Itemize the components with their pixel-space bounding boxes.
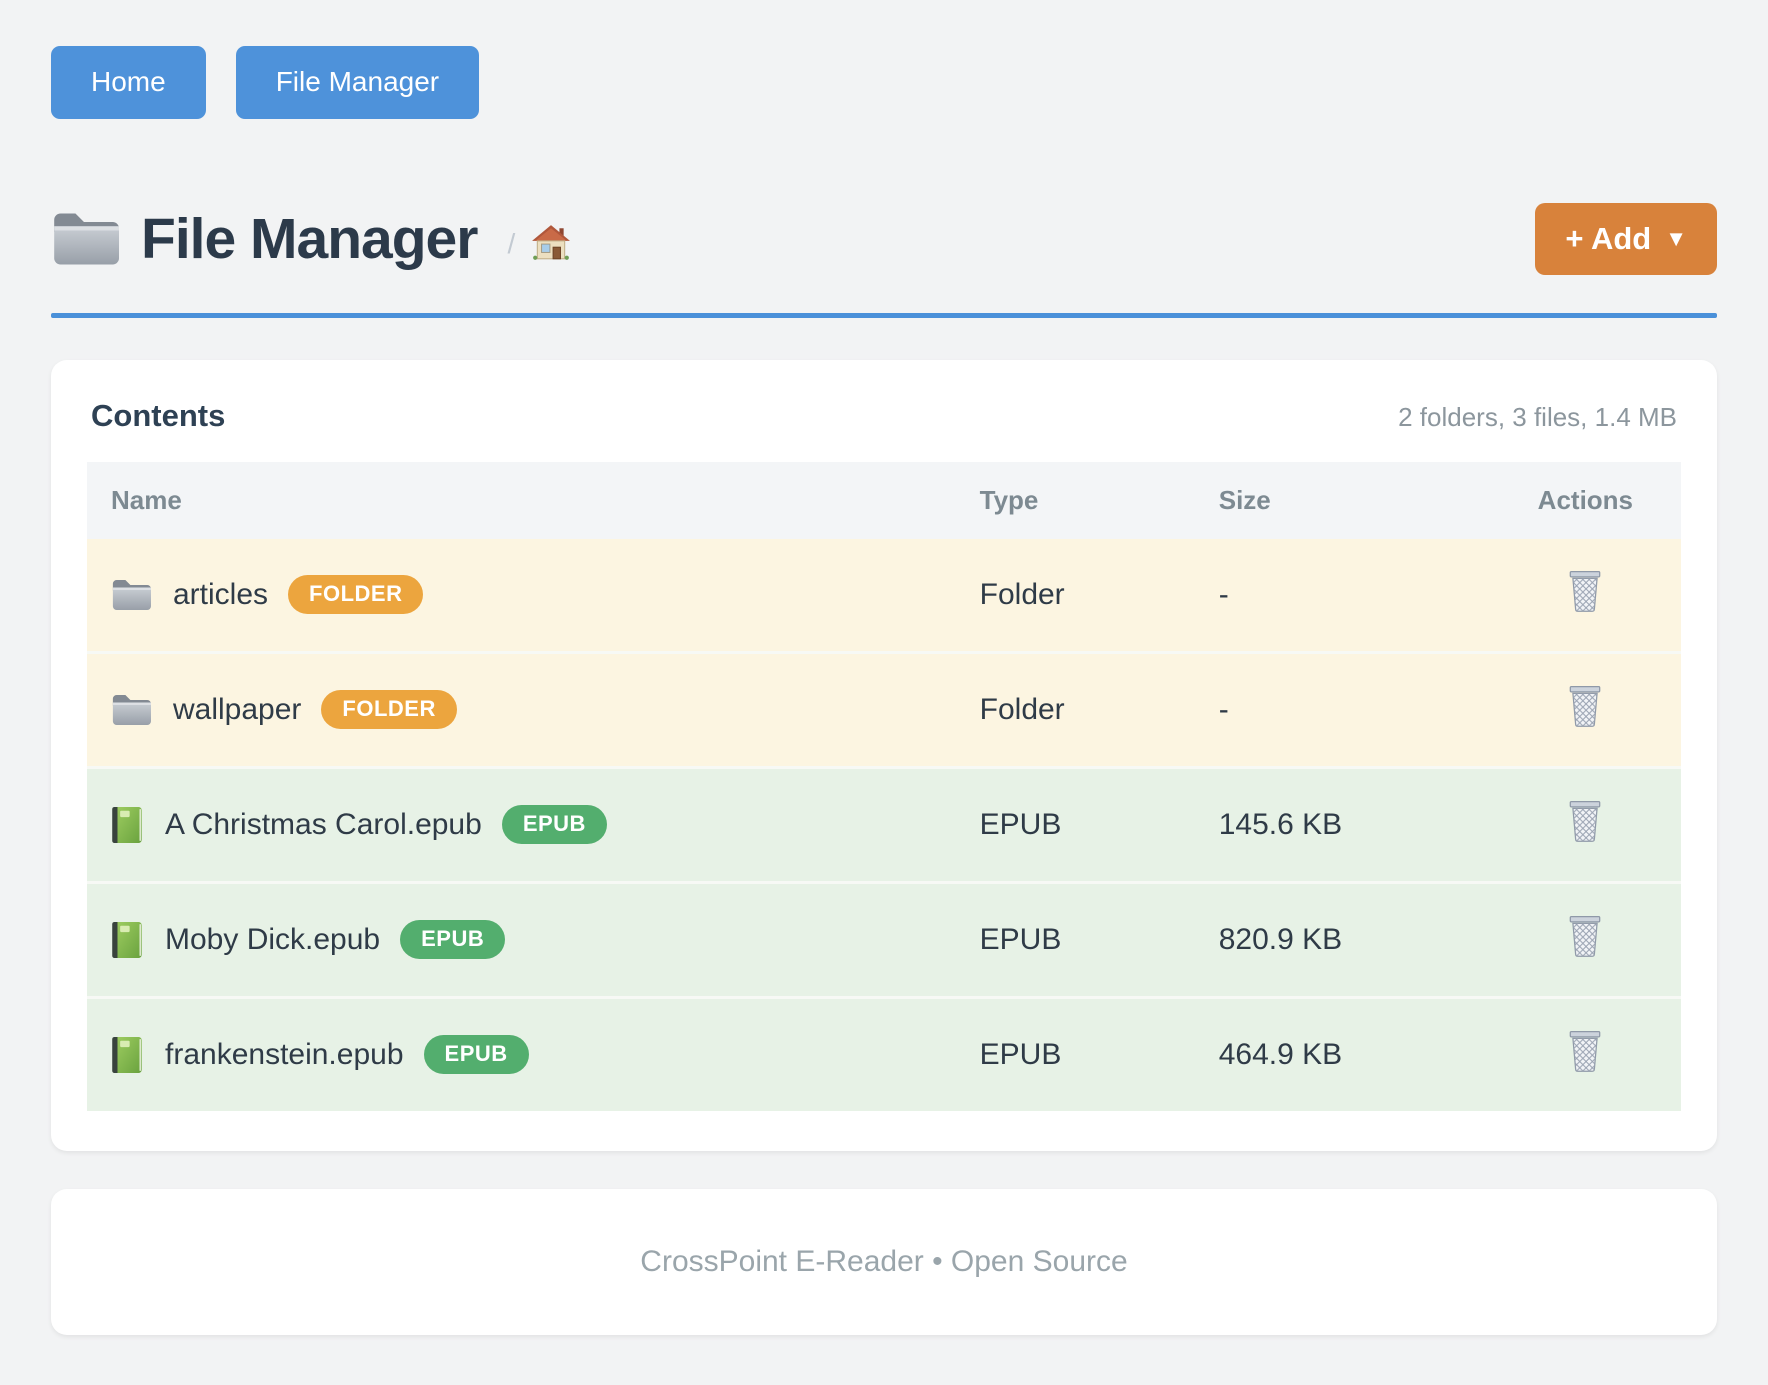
page-title: File Manager [141,206,478,271]
column-header-name: Name [87,461,980,539]
column-header-actions: Actions [1489,461,1681,539]
file-name[interactable]: A Christmas Carol.epub [165,807,482,841]
delete-button[interactable] [1567,685,1603,727]
file-name-cell: frankenstein.epub EPUB [87,1035,980,1075]
file-size: 464.9 KB [1218,995,1490,1111]
file-size: - [1218,538,1490,653]
file-name-cell: articles FOLDER [87,575,980,615]
nav-file-manager-button[interactable]: File Manager [235,46,480,119]
file-name-cell: wallpaper FOLDER [87,690,980,730]
add-button-label: + Add [1565,220,1652,256]
file-name[interactable]: frankenstein.epub [165,1037,404,1071]
file-type: Folder [979,650,1219,768]
footer-card: CrossPoint E-Reader • Open Source [51,1188,1717,1335]
caret-down-icon: ▼ [1665,225,1687,251]
type-badge: EPUB [400,920,506,960]
type-badge: EPUB [501,805,607,845]
file-name-cell: Moby Dick.epub EPUB [87,920,980,960]
file-type: EPUB [979,765,1219,883]
title-wrap: File Manager / [51,206,571,272]
column-header-size: Size [1218,461,1490,539]
trash-icon [1567,570,1603,612]
book-icon [111,921,143,959]
contents-summary: 2 folders, 3 files, 1.4 MB [1398,401,1677,432]
folder-icon [111,693,151,727]
file-name[interactable]: Moby Dick.epub [165,922,381,956]
folder-icon [111,578,151,612]
book-icon [111,806,143,844]
table-row[interactable]: A Christmas Carol.epub EPUB EPUB 145.6 K… [87,765,1681,883]
file-name[interactable]: wallpaper [173,692,302,726]
file-name-cell: A Christmas Carol.epub EPUB [87,805,980,845]
folder-icon [51,210,119,268]
trash-icon [1567,800,1603,842]
file-type: Folder [979,538,1219,653]
trash-icon [1567,1030,1603,1072]
table-header-row: Name Type Size Actions [87,461,1681,539]
delete-button[interactable] [1567,570,1603,612]
delete-button[interactable] [1567,915,1603,957]
contents-card: Contents 2 folders, 3 files, 1.4 MB Name… [51,359,1717,1151]
add-button[interactable]: + Add ▼ [1535,202,1717,275]
type-badge: FOLDER [288,575,424,615]
page-header: File Manager / + Add ▼ [51,202,1717,275]
file-size: - [1218,650,1490,768]
file-name[interactable]: articles [173,577,269,611]
top-nav: Home File Manager [51,46,1717,119]
file-type: EPUB [979,880,1219,998]
table-row[interactable]: wallpaper FOLDER Folder - [87,650,1681,768]
nav-home-button[interactable]: Home [51,46,206,119]
footer-text: CrossPoint E-Reader • Open Source [640,1244,1128,1278]
table-row[interactable]: articles FOLDER Folder - [87,538,1681,653]
column-header-type: Type [979,461,1219,539]
house-icon[interactable] [531,224,571,262]
delete-button[interactable] [1567,1030,1603,1072]
file-type: EPUB [979,995,1219,1111]
delete-button[interactable] [1567,800,1603,842]
trash-icon [1567,915,1603,957]
table-row[interactable]: Moby Dick.epub EPUB EPUB 820.9 KB [87,880,1681,998]
contents-card-header: Contents 2 folders, 3 files, 1.4 MB [87,398,1681,434]
type-badge: EPUB [423,1035,529,1075]
file-size: 145.6 KB [1218,765,1490,883]
files-table: Name Type Size Actions articles FOLDER F… [87,461,1681,1111]
table-row[interactable]: frankenstein.epub EPUB EPUB 464.9 KB [87,995,1681,1111]
trash-icon [1567,685,1603,727]
header-divider [51,312,1717,318]
book-icon [111,1036,143,1074]
file-size: 820.9 KB [1218,880,1490,998]
contents-title: Contents [91,397,226,433]
type-badge: FOLDER [321,690,457,730]
breadcrumb-separator: / [507,227,516,259]
